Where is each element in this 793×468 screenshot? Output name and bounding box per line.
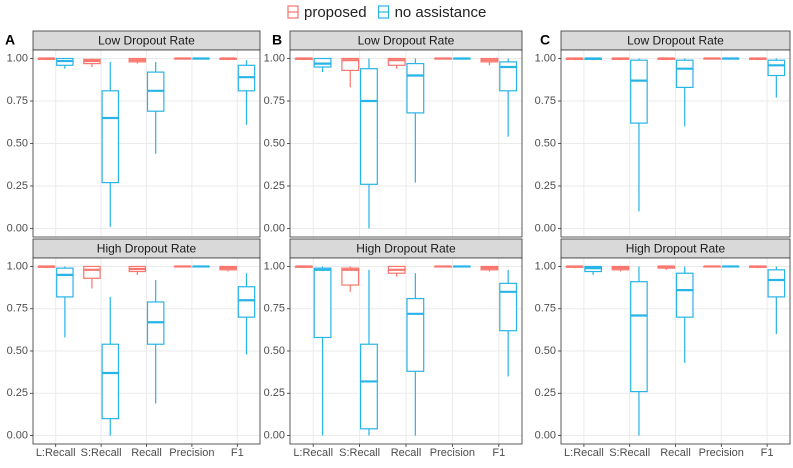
- x-tick-label: F1: [761, 447, 774, 459]
- strip-title: Low Dropout Rate: [627, 34, 724, 48]
- box: [341, 57, 360, 71]
- y-tick-label: 0.75: [264, 303, 285, 315]
- strip-title: Low Dropout Rate: [98, 34, 195, 48]
- x-tick-label: S:Recall: [81, 447, 122, 459]
- panel-label: A: [5, 32, 15, 48]
- box: [341, 267, 360, 286]
- y-tick-label: 0.00: [535, 222, 556, 234]
- y-tick-label: 1.00: [535, 52, 556, 64]
- x-tick-label: S:Recall: [609, 447, 650, 459]
- y-tick-label: 0.00: [264, 429, 285, 441]
- y-tick-label: 0.00: [264, 222, 285, 234]
- x-tick-label: Precision: [169, 447, 214, 459]
- box: [101, 90, 120, 184]
- x-tick-label: Recall: [131, 447, 162, 459]
- x-tick-label: Recall: [660, 447, 691, 459]
- x-tick-label: F1: [492, 447, 505, 459]
- box: [406, 62, 425, 114]
- y-tick-label: 0.75: [535, 95, 556, 107]
- box: [101, 343, 120, 420]
- x-tick-label: Precision: [699, 447, 744, 459]
- y-tick-label: 0.50: [535, 137, 556, 149]
- y-tick-label: 0.50: [535, 345, 556, 357]
- box: [237, 286, 256, 318]
- y-tick-label: 0.25: [7, 387, 28, 399]
- panel-border: [32, 49, 261, 238]
- y-tick-label: 0.25: [535, 180, 556, 192]
- y-tick-label: 0.75: [7, 303, 28, 315]
- y-tick-label: 0.50: [7, 345, 28, 357]
- y-tick-label: 0.25: [535, 387, 556, 399]
- box: [767, 59, 786, 77]
- panel-border: [560, 257, 791, 445]
- box: [630, 59, 648, 124]
- y-tick-label: 1.00: [7, 52, 28, 64]
- y-tick-label: 0.25: [264, 387, 285, 399]
- x-tick-label: S:Recall: [339, 447, 380, 459]
- box: [56, 267, 74, 298]
- y-tick-label: 0.25: [7, 180, 28, 192]
- x-tick-label: L:Recall: [36, 447, 76, 459]
- y-tick-label: 0.50: [7, 137, 28, 149]
- y-tick-label: 1.00: [7, 260, 28, 272]
- strip-title: Low Dropout Rate: [358, 34, 455, 48]
- y-tick-label: 0.50: [264, 345, 285, 357]
- strip-title: High Dropout Rate: [356, 242, 456, 256]
- box: [499, 61, 518, 92]
- y-tick-label: 0.00: [7, 429, 28, 441]
- x-tick-label: Recall: [391, 447, 422, 459]
- y-tick-label: 1.00: [264, 52, 285, 64]
- y-tick-label: 0.75: [7, 95, 28, 107]
- box: [83, 265, 101, 279]
- box: [675, 272, 694, 318]
- x-tick-label: L:Recall: [564, 447, 604, 459]
- y-tick-label: 0.00: [7, 222, 28, 234]
- panel-label: C: [540, 32, 550, 48]
- panel-label: B: [272, 32, 282, 48]
- x-tick-label: L:Recall: [293, 447, 333, 459]
- y-tick-label: 0.25: [264, 180, 285, 192]
- box: [675, 59, 694, 89]
- box: [313, 267, 332, 339]
- y-tick-label: 0.50: [264, 137, 285, 149]
- y-tick-label: 1.00: [264, 260, 285, 272]
- panel-border: [289, 257, 523, 445]
- x-tick-label: F1: [231, 447, 244, 459]
- strip-title: High Dropout Rate: [97, 242, 197, 256]
- legend-label: proposed: [304, 4, 367, 21]
- y-tick-label: 0.75: [535, 303, 556, 315]
- x-tick-label: Precision: [430, 447, 475, 459]
- strip-title: High Dropout Rate: [626, 242, 726, 256]
- box: [406, 297, 425, 372]
- box: [360, 343, 378, 430]
- box: [387, 57, 406, 66]
- box: [360, 68, 378, 185]
- y-tick-label: 1.00: [535, 260, 556, 272]
- y-tick-label: 0.75: [264, 95, 285, 107]
- panel-border: [32, 257, 261, 445]
- box: [767, 269, 786, 298]
- legend-label: no assistance: [395, 4, 487, 21]
- panel-border: [289, 49, 523, 238]
- panel-border: [560, 49, 791, 238]
- y-tick-label: 0.00: [535, 429, 556, 441]
- box: [630, 281, 648, 393]
- box: [499, 282, 518, 332]
